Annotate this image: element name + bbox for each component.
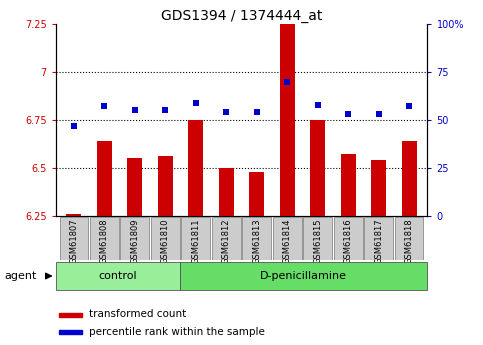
- Point: [222, 109, 230, 115]
- Text: GSM61811: GSM61811: [191, 218, 200, 264]
- Point: [405, 104, 413, 109]
- Point: [100, 104, 108, 109]
- Text: GSM61808: GSM61808: [100, 218, 109, 264]
- Text: control: control: [98, 271, 137, 281]
- Point: [375, 111, 383, 117]
- Text: agent: agent: [5, 271, 37, 281]
- Text: GSM61815: GSM61815: [313, 218, 322, 264]
- Bar: [59, 313, 82, 317]
- Point: [131, 108, 139, 113]
- Bar: [188, 120, 203, 216]
- Text: GSM61814: GSM61814: [283, 218, 292, 264]
- Title: GDS1394 / 1374444_at: GDS1394 / 1374444_at: [161, 9, 322, 23]
- FancyBboxPatch shape: [56, 262, 180, 290]
- Point: [70, 123, 78, 128]
- Point: [284, 79, 291, 84]
- Bar: [401, 141, 417, 216]
- FancyBboxPatch shape: [395, 217, 424, 259]
- Text: GSM61816: GSM61816: [344, 218, 353, 264]
- FancyBboxPatch shape: [212, 217, 241, 259]
- Bar: [249, 171, 264, 216]
- Text: GSM61807: GSM61807: [70, 218, 78, 264]
- FancyBboxPatch shape: [303, 217, 332, 259]
- FancyBboxPatch shape: [151, 217, 180, 259]
- Bar: [66, 214, 82, 216]
- Bar: [371, 160, 386, 216]
- Bar: [219, 168, 234, 216]
- Point: [253, 109, 261, 115]
- Bar: [59, 330, 82, 334]
- Bar: [97, 141, 112, 216]
- FancyBboxPatch shape: [182, 217, 210, 259]
- Text: GSM61809: GSM61809: [130, 218, 139, 264]
- FancyBboxPatch shape: [120, 217, 149, 259]
- Text: GSM61817: GSM61817: [374, 218, 383, 264]
- FancyBboxPatch shape: [180, 262, 427, 290]
- Text: percentile rank within the sample: percentile rank within the sample: [89, 327, 265, 337]
- FancyBboxPatch shape: [273, 217, 301, 259]
- Text: GSM61818: GSM61818: [405, 218, 413, 264]
- Point: [192, 100, 199, 106]
- Bar: [157, 156, 173, 216]
- Text: transformed count: transformed count: [89, 309, 186, 319]
- FancyBboxPatch shape: [90, 217, 119, 259]
- FancyBboxPatch shape: [334, 217, 363, 259]
- Text: D-penicillamine: D-penicillamine: [260, 271, 347, 281]
- FancyBboxPatch shape: [59, 217, 88, 259]
- Point: [344, 111, 352, 117]
- Bar: [341, 154, 356, 216]
- Point: [314, 102, 322, 107]
- Point: [161, 108, 169, 113]
- Text: GSM61813: GSM61813: [252, 218, 261, 264]
- Bar: [280, 24, 295, 216]
- Text: GSM61810: GSM61810: [161, 218, 170, 264]
- Bar: [127, 158, 142, 216]
- FancyBboxPatch shape: [364, 217, 393, 259]
- Bar: [310, 120, 326, 216]
- FancyBboxPatch shape: [242, 217, 271, 259]
- Text: GSM61812: GSM61812: [222, 218, 231, 264]
